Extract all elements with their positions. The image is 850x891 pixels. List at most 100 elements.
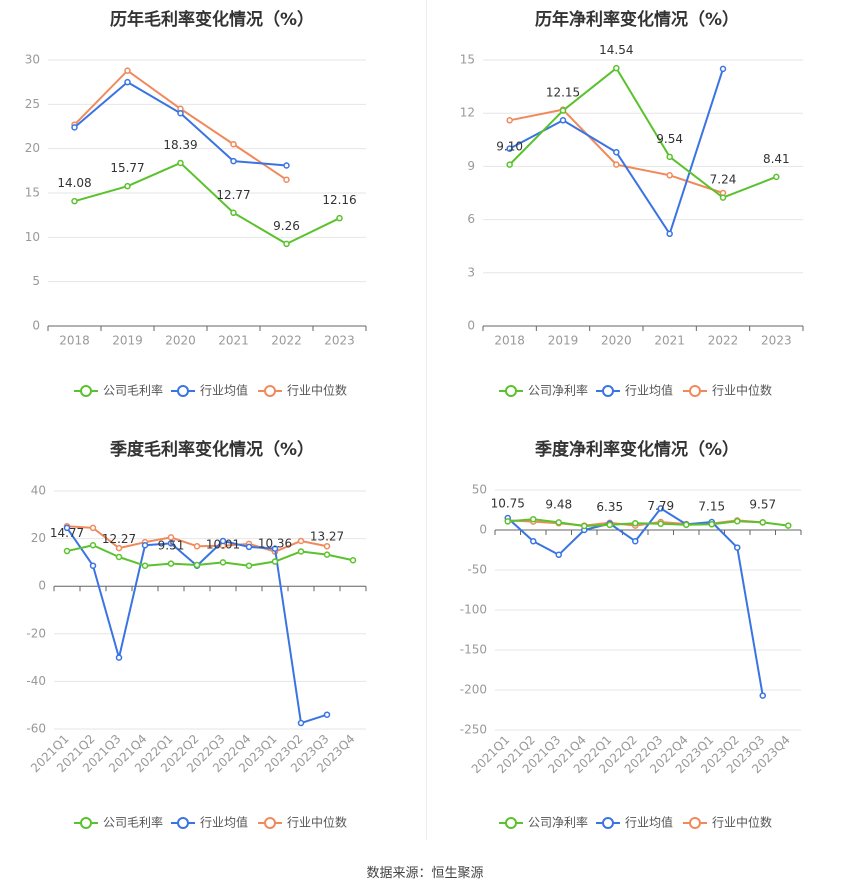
data-label: 9.48 [545, 497, 572, 511]
data-point [559, 117, 567, 124]
data-point [657, 520, 664, 528]
y-tick-label: 25 [25, 97, 40, 111]
legend-item-label: 行业中位数 [287, 383, 347, 398]
chart-title: 历年毛利率变化情况（%） [110, 9, 314, 30]
data-point [124, 67, 131, 74]
data-point [606, 521, 613, 529]
legend-item-label: 行业均值 [200, 383, 248, 398]
data-point [506, 117, 513, 124]
data-point [271, 545, 279, 552]
series-line [74, 161, 340, 245]
data-point [283, 240, 290, 248]
data-point [167, 560, 175, 567]
data-label: 8.41 [763, 152, 790, 166]
legend-item-label: 公司毛利率 [103, 815, 163, 830]
x-tick-label: 2022 [271, 334, 302, 348]
data-point [683, 521, 690, 529]
legend-item-label: 行业中位数 [287, 815, 347, 830]
data-point [506, 161, 513, 168]
data-point [193, 561, 201, 569]
x-tick-label: 2022 [708, 334, 739, 348]
legend-swatch-marker [689, 385, 701, 397]
data-point [71, 124, 78, 131]
x-tick-label: 2021 [654, 334, 685, 348]
data-point [177, 109, 184, 117]
data-point [141, 562, 149, 569]
data-label: 7.24 [710, 173, 737, 187]
data-point [71, 197, 78, 205]
data-label: 7.79 [647, 499, 674, 513]
series-line [66, 544, 354, 567]
data-point [613, 161, 620, 168]
data-point [323, 542, 331, 550]
series-line [507, 507, 764, 696]
data-point [666, 230, 673, 238]
legend-item-label: 公司净利率 [528, 383, 588, 398]
data-point [297, 537, 305, 545]
data-point [759, 519, 766, 526]
data-label: 10.36 [258, 537, 292, 551]
y-tick-label: 40 [31, 484, 46, 498]
series-line [508, 67, 777, 199]
legend-item-label: 行业中位数 [712, 383, 772, 398]
data-point [719, 194, 727, 201]
data-label: 12.27 [102, 532, 136, 546]
legend-item-label: 行业均值 [625, 815, 673, 830]
data-point [89, 524, 97, 532]
y-tick-label: 15 [25, 186, 40, 200]
data-point [219, 537, 227, 545]
y-tick-label: 0 [38, 579, 46, 593]
data-point [141, 542, 149, 549]
data-point [283, 176, 290, 183]
legend-swatch-marker [80, 385, 92, 397]
data-point [323, 551, 331, 558]
y-tick-label: 20 [25, 141, 40, 155]
data-point [323, 711, 331, 718]
data-point [555, 519, 562, 526]
y-tick-label: 9 [467, 159, 475, 173]
x-tick-label: 2019 [548, 334, 579, 348]
y-tick-label: -20 [26, 626, 46, 640]
y-tick-label: 12 [460, 106, 475, 120]
chart-title: 季度净利率变化情况（%） [535, 439, 739, 460]
x-tick-label: 2023 [761, 334, 792, 348]
data-point [297, 719, 305, 727]
legend-swatch-marker [602, 817, 614, 829]
data-label: 13.27 [310, 530, 344, 544]
data-point [63, 547, 71, 555]
y-tick-label: 30 [25, 53, 40, 67]
data-point [115, 654, 123, 661]
chart-svg-quarterly-gross-margin: 季度毛利率变化情况（%）-60-40-20020402021Q12021Q220… [26, 439, 367, 830]
data-label: 12.77 [216, 188, 250, 202]
data-point [666, 172, 673, 179]
data-label: 14.08 [57, 176, 91, 190]
x-tick-label: 2023 [324, 334, 355, 348]
chart-svg-annual-gross-margin: 历年毛利率变化情况（%） 0 5 10 15 20 25 30 2018 2019 2020 2021… [25, 9, 367, 398]
data-point [708, 521, 715, 528]
data-point [632, 537, 639, 545]
data-label: 9.10 [496, 140, 523, 154]
data-point [657, 505, 664, 512]
data-label: 9.51 [158, 539, 185, 553]
data-point [632, 519, 639, 527]
data-point [271, 558, 279, 565]
data-point [613, 148, 620, 156]
data-point [773, 173, 780, 181]
data-point [177, 159, 184, 167]
y-tick-label: 10 [25, 230, 40, 244]
legend-item-label: 公司毛利率 [103, 383, 163, 398]
data-point [336, 214, 343, 222]
data-label: 14.77 [50, 526, 84, 540]
legend-swatch-marker [689, 817, 701, 829]
data-point [734, 517, 741, 525]
data-label: 9.26 [273, 219, 300, 233]
data-point [613, 64, 620, 72]
chart-panel-quarterly-net-margin: 季度净利率变化情况（%） -250 -200 -150 -100 -50 0 50 2021Q1… [425, 430, 850, 860]
legend-swatch-marker [177, 385, 189, 397]
legend-swatch-marker [505, 817, 517, 829]
chart-panel-annual-net-margin: 历年净利率变化情况（%） 0 3 6 9 12 15 2018 2019 2020 2021 2022… [425, 0, 850, 430]
data-point [785, 522, 792, 529]
data-label: 10.01 [206, 537, 240, 551]
data-point [115, 553, 123, 561]
panel-divider [426, 0, 427, 840]
